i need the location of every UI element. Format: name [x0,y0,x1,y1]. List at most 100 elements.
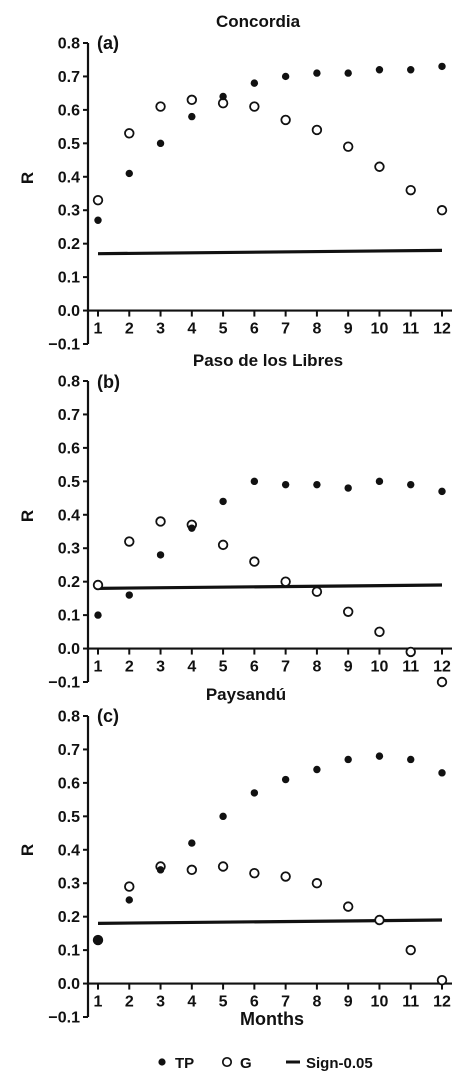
panel-a-y-tick-label: 0.6 [58,102,80,119]
panel-a-g-point [405,184,416,196]
panel-c-y-tick-label: 0.6 [58,775,80,792]
panel-c-y-tick-label: 0.2 [58,909,80,926]
panel-b-x-tick-label: 6 [250,659,259,676]
panel-b-x-tick-label: 10 [371,659,389,676]
panel-a-tp-point [375,66,384,74]
panel-c-tp-point [438,769,446,777]
panel-a-tp-point [438,62,446,71]
panel-a-y-tick-label: 0.1 [58,270,80,287]
panel-b-y-tick-label: 0.2 [58,574,80,591]
panel-b-g-point [155,516,166,527]
panel-b-x-tick-label: 7 [281,659,290,676]
panel-a-x-tick-label: 12 [433,321,451,338]
panel-c-y-tick-label: 0.0 [58,976,80,993]
panel-a-y-tick-label: 0.5 [58,136,80,153]
panel-b-x-tick-label: 1 [94,659,103,676]
panel-c-tp-point [156,866,165,874]
panel-b-tp-point [313,480,321,489]
panel-a-y-tick-label: 0.7 [58,69,80,86]
panel-b-title: Paso de los Libres [193,351,343,370]
panel-a-tp-point [250,79,259,87]
panel-c-x-tick-label: 12 [433,994,451,1011]
panel-c-g-point [124,881,135,892]
panel-b-g-point [374,626,385,638]
panel-a-g-point [124,128,135,139]
panel-c-y-tick-label: 0.7 [58,742,80,759]
panel-a-tp-point [94,216,102,224]
panel-c-tp-point [375,752,384,760]
panel-b-tp-point [344,484,352,492]
panel-b-tp-point [250,477,259,486]
panel-a-x-tick-label: 1 [94,321,103,338]
panel-c-tp-point [281,775,290,784]
panel-c-g-point [186,864,198,876]
panel-a-g-point [92,194,104,206]
panel-a-title: Concordia [216,12,301,31]
panel-c: Paysandú (c) R 0.8 0.7 0.6 0.5 0.4 0.3 0.2 0.1 0… [18,685,452,1029]
panel-a-tp-point [125,169,133,178]
panel-a-x-tick-label: 6 [250,321,259,338]
panel-a-tp-point [156,139,165,148]
panel-b-x-tick-label: 12 [433,659,451,676]
panel-c-y-tick-label: −0.1 [48,1010,80,1027]
panel-c-g-point [249,867,260,879]
panel-b-x-tick-label: 4 [187,659,196,676]
panel-c-x-tick-label: 3 [156,994,165,1011]
panel-b-g-point [405,646,416,658]
panel-a-x-tick-label: 8 [312,321,321,338]
panel-b-y-tick-label: 0.6 [58,440,80,457]
panel-b-g-point [436,676,448,688]
panel-c-tp-point [344,755,352,764]
panel-a-y-tick-label: 0.4 [58,169,80,186]
panel-b-significance-line [97,583,443,590]
panel-a: Concordia (a) R 0.8 0.7 0.6 0.5 0.4 0.3 0.2 0.1… [18,12,452,354]
panel-a-tp-point [188,112,196,121]
panel-a-tp-point [219,92,227,101]
panel-c-x-tick-label: 4 [187,994,196,1011]
panel-b-tp-point [94,611,102,619]
panel-a-x-tick-label: 10 [371,321,389,338]
panel-b-g-point [92,579,104,591]
panel-b-tp-point [438,487,446,496]
panel-b-g-point [249,556,260,567]
panel-a-x-tick-label: 3 [156,321,165,338]
panel-b-y-tick-label: 0.3 [58,541,80,558]
panel-b-y-tick-label: −0.1 [48,675,80,692]
panel-a-tp-point [407,66,415,74]
panel-a-g-point [249,101,260,112]
panel-c-tp-point [313,765,321,774]
panel-a-g-point [155,101,166,112]
panel-a-x-tick-label: 2 [125,321,134,338]
panel-c-y-tick-label: 0.4 [58,842,80,859]
legend-label-sign: Sign-0.05 [306,1055,373,1072]
panel-a-g-point [374,161,385,172]
panel-a-y-tick-label: 0.8 [58,36,80,53]
panel-a-x-tick-label: 11 [402,321,419,338]
panel-b-g-point [280,576,291,587]
panel-a-x-tick-label: 5 [219,321,228,338]
panel-c-tp-point [250,789,259,797]
panel-a-tp-point [281,72,290,81]
panel-c-title: Paysandú [206,685,286,704]
panel-b-tp-point [125,591,133,599]
panel-a-x-tick-label: 9 [344,321,353,338]
panel-c-y-tick-label: 0.5 [58,809,80,826]
legend-marker-tp [158,1058,166,1066]
panel-b-tp-point [219,497,227,506]
panel-a-tp-point [344,69,352,77]
panel-a-significance-line [97,248,443,256]
panel-a-ylabel: R [18,172,37,184]
panel-a-g-point [186,94,198,106]
panel-a-x-tick-label: 4 [187,321,196,338]
panel-c-label: (c) [97,706,119,726]
panel-a-g-point [311,124,323,136]
panel-b-y-tick-label: 0.1 [58,608,80,625]
panel-c-g-point [311,878,323,889]
panel-b-x-tick-label: 5 [219,659,228,676]
panel-a-x-tick-label: 7 [281,321,290,338]
panel-c-g-point [217,861,229,872]
panel-a-g-point [280,114,291,126]
panel-c-x-tick-label: 10 [371,994,389,1011]
legend-label-g: G [240,1055,252,1072]
